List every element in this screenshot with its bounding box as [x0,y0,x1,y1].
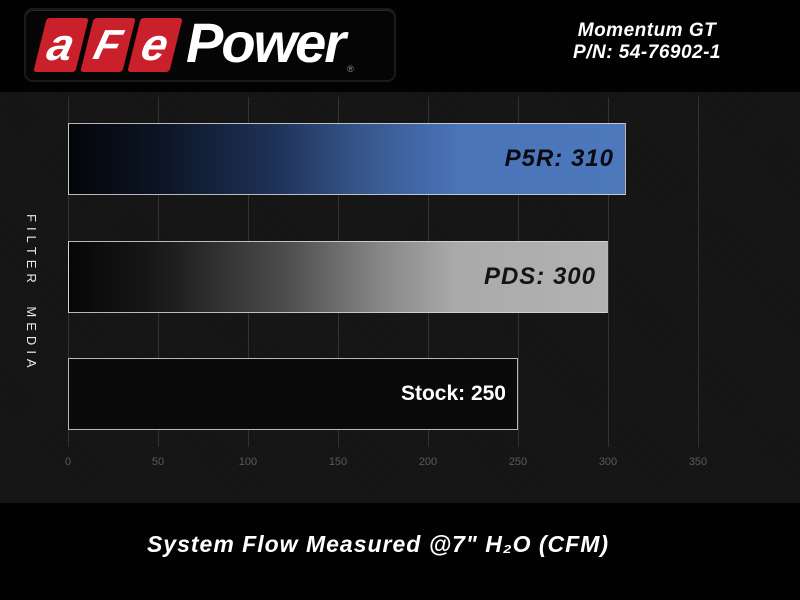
bar-stock: Stock: 250 [68,358,518,430]
bar-label-stock: Stock: 250 [400,382,506,405]
x-tick-label: 0 [64,456,72,468]
logo-letter-a: a [33,18,89,72]
x-tick-label: 100 [238,456,258,468]
chart-region: 0 50 100 150 200 250 300 350 P5R: 310 PDS: 300 Sto… [0,92,800,503]
product-info: Momentum GT P/N: 54-76902-1 [522,20,772,64]
afe-power-logo: a F e Power ® [24,8,396,82]
header: a F e Power ® Momentum GT P/N: 54-76902-… [0,0,800,92]
registered-mark-icon: ® [347,64,354,74]
logo-letter-f: F [80,18,136,72]
product-part-number: P/N: 54-76902-1 [573,42,721,63]
x-tick-label: 150 [328,456,348,468]
x-tick-label: 200 [418,456,438,468]
product-name: Momentum GT [577,20,717,41]
y-axis-label: FILTER MEDIA [24,213,39,373]
chart-caption: System Flow Measured @7" H₂O (CFM) [146,531,610,557]
x-tick-label: 50 [151,456,165,468]
footer: System Flow Measured @7" H₂O (CFM) [0,503,800,600]
bar-label-p5r: P5R: 310 [504,145,614,172]
x-tick-label: 350 [688,456,708,468]
bar-label-pds: PDS: 300 [483,262,596,290]
x-tick-label: 300 [598,456,618,468]
gridline [608,97,609,447]
logo-letter-e: e [127,18,183,72]
gridline [698,97,699,447]
bar-p5r: P5R: 310 [68,123,626,195]
x-tick-label: 250 [508,456,528,468]
logo-power-text: Power [186,11,346,74]
afe-logo-tiles: a F e [33,18,183,72]
plot-area: 0 50 100 150 200 250 300 350 P5R: 310 PDS: 300 Sto… [0,92,800,503]
bar-pds: PDS: 300 [68,240,608,313]
